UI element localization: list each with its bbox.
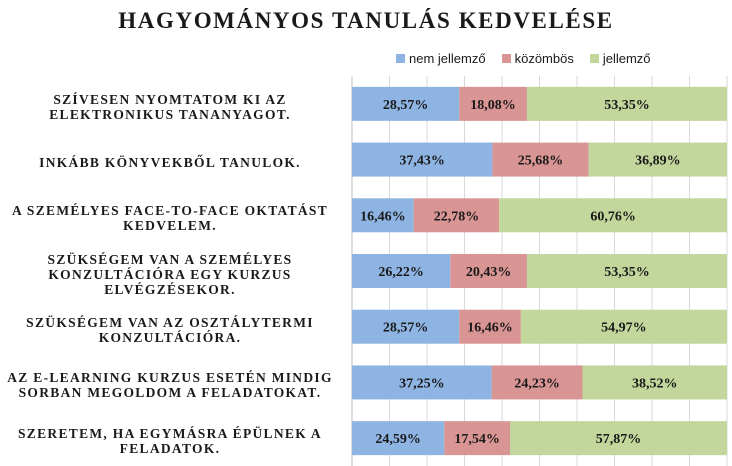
data-label: 26,22% (378, 265, 424, 280)
legend: nem jellemző közömbös jellemző (396, 51, 651, 66)
bar-segment (499, 198, 727, 233)
data-label: 54,97% (601, 321, 647, 336)
bar-segment (526, 254, 727, 288)
legend-item-kozombos: közömbös (501, 51, 574, 66)
data-label: 36,89% (635, 154, 681, 169)
legend-swatch-kozombos (501, 54, 511, 63)
bar-segment (352, 142, 493, 177)
bar-segment (520, 309, 727, 344)
legend-swatch-jellemzo (589, 54, 599, 63)
category-label: SZÜKSÉGEM VAN A SZEMÉLYES KONZULTÁCIÓRA … (47, 251, 293, 297)
data-label: 28,57% (383, 98, 429, 113)
bar-segment (352, 254, 451, 288)
bar-segment (413, 198, 500, 233)
legend-item-jellemzo: jellemző (589, 51, 651, 66)
data-label: 60,76% (590, 209, 636, 224)
bar-segment (352, 86, 460, 121)
bar-segment (509, 421, 727, 456)
data-label: 16,46% (360, 209, 406, 224)
chart-title: HAGYOMÁNYOS TANULÁS KEDVELÉSE (118, 8, 614, 33)
bar-segment (352, 365, 492, 400)
data-label: 25,68% (518, 154, 564, 169)
bar-segment (352, 309, 460, 344)
data-label: 24,59% (375, 432, 421, 447)
legend-label-jellemzo: jellemző (602, 51, 651, 66)
data-label: 37,25% (399, 376, 445, 391)
data-label: 18,08% (470, 98, 516, 113)
legend-label-kozombos: közömbös (514, 51, 574, 66)
bar-segment (526, 86, 727, 121)
category-label: SZÜKSÉGEM VAN AZ OSZTÁLYTERMI KONZULTÁCI… (26, 314, 314, 345)
bar-segment (491, 365, 583, 400)
bar-segment (588, 142, 727, 177)
category-label: INKÁBB KÖNYVEKBŐL TANULOK. (39, 155, 301, 171)
bar-segment (352, 198, 414, 233)
bar-segment (492, 142, 589, 177)
data-label: 37,43% (399, 154, 445, 169)
data-label: 22,78% (434, 209, 480, 224)
legend-label-nem-jellemzo: nem jellemző (409, 51, 486, 66)
data-label: 57,87% (596, 432, 642, 447)
legend-swatch-nem-jellemzo (396, 54, 405, 63)
data-label: 28,57% (383, 321, 429, 336)
legend-item-nem-jellemzo: nem jellemző (396, 51, 486, 66)
category-label: A SZEMÉLYES FACE-TO-FACE OKTATÁST KEDVEL… (11, 203, 329, 234)
bar-segment (352, 421, 445, 456)
data-label: 53,35% (604, 265, 650, 280)
data-label: 24,23% (514, 376, 560, 391)
bar-segment (582, 365, 727, 400)
category-label: SZÍVESEN NYOMTATOM KI AZ ELEKTRONIKUS TA… (49, 91, 291, 122)
data-label: 17,54% (454, 432, 500, 447)
data-label: 20,43% (466, 265, 512, 280)
bar-segment (450, 254, 527, 288)
data-label: 38,52% (632, 376, 678, 391)
bar-segment (459, 86, 527, 121)
bar-segment (459, 309, 521, 344)
data-label: 16,46% (467, 321, 513, 336)
category-label: SZERETEM, HA EGYMÁSRA ÉPÜLNEK A FELADATO… (18, 426, 322, 457)
bar-segment (444, 421, 510, 456)
data-label: 53,35% (604, 98, 650, 113)
category-label: AZ E-LEARNING KURZUS ESETÉN MINDIG SORBA… (7, 370, 333, 401)
